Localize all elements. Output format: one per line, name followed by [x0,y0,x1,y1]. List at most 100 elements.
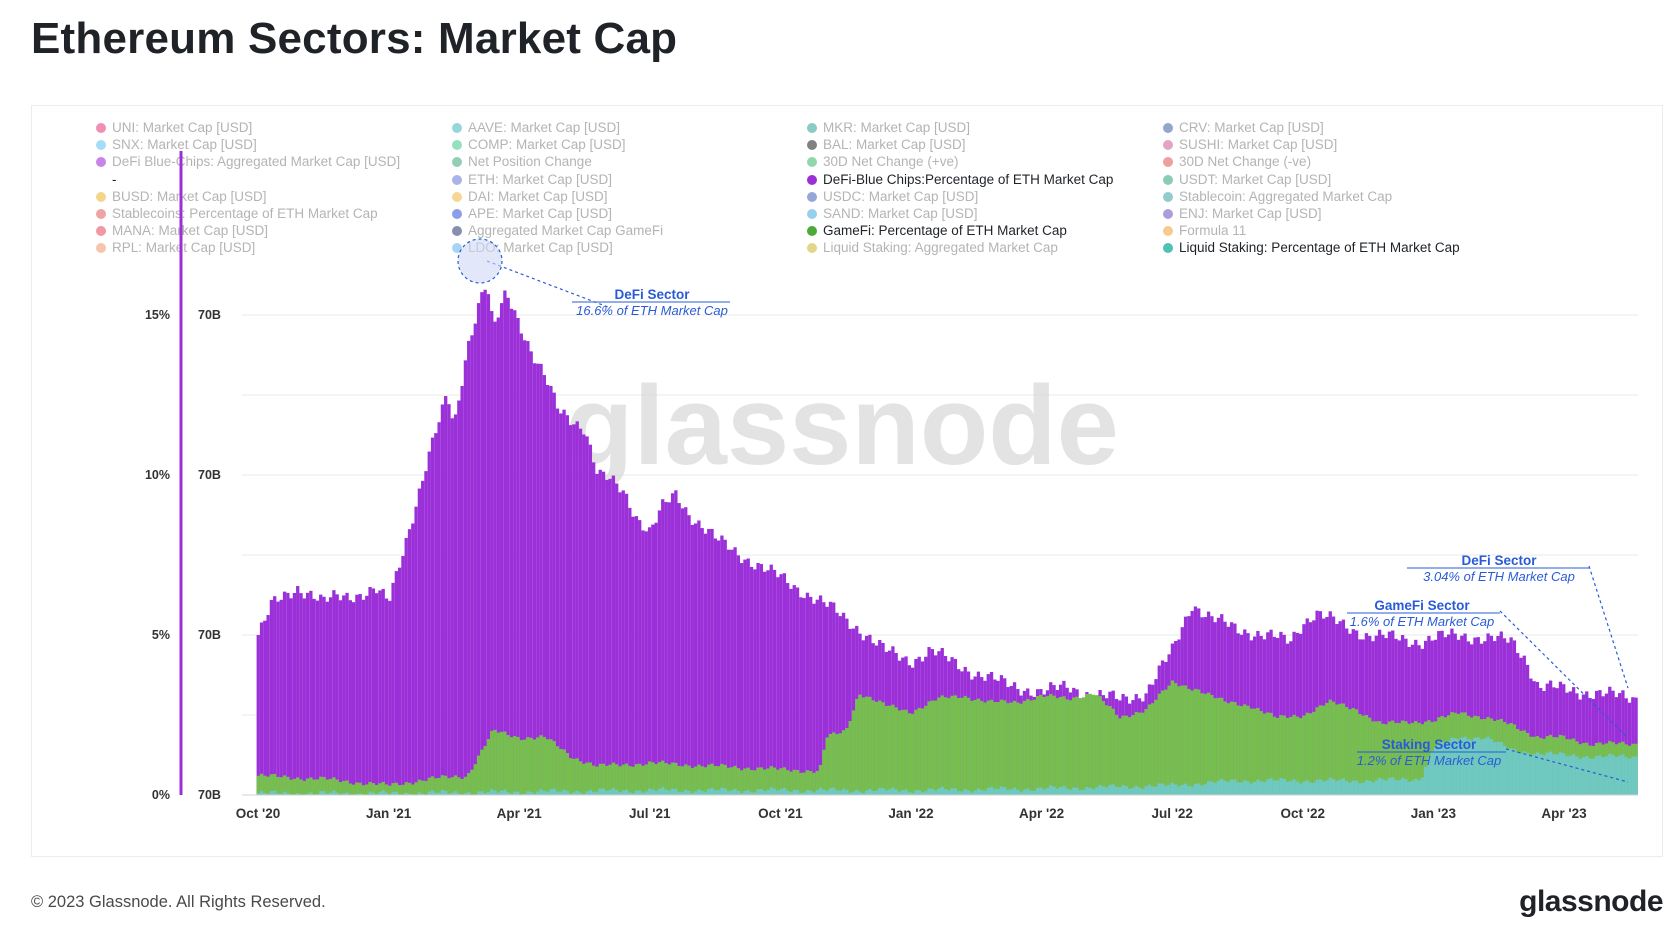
bar [901,709,905,795]
bar [657,762,662,795]
bar [1588,758,1592,795]
bar [1259,781,1263,795]
legend-item[interactable]: Formula 11 [1163,223,1246,239]
bar [434,778,438,795]
legend-item[interactable]: SNX: Market Cap [USD] [96,137,257,153]
legend-item[interactable]: BAL: Market Cap [USD] [807,137,966,153]
legend-item[interactable]: Stablecoin: Aggregated Market Cap [1163,189,1392,205]
legend-item[interactable]: 30D Net Change (-ve) [1163,154,1311,170]
bar [1328,777,1332,795]
bar [1312,782,1316,795]
bar [1239,782,1244,795]
bar [1003,700,1007,795]
bar [1493,641,1497,795]
legend-item[interactable]: ETH: Market Cap [USD] [452,172,612,188]
legend-item[interactable]: DeFi Blue-Chips: Aggregated Market Cap [… [96,154,400,170]
bar [621,764,625,795]
bar [805,770,810,795]
bar [381,588,385,795]
bar [858,791,862,795]
y-tick-label-right: 70B [198,308,221,322]
legend-item[interactable]: MANA: Market Cap [USD] [96,223,268,239]
bar [434,433,438,795]
bar [1226,781,1230,795]
bar [460,778,464,795]
legend-item[interactable]: COMP: Market Cap [USD] [452,137,626,153]
legend-item[interactable]: Aggregated Market Cap GameFi [452,223,663,239]
bar [1197,689,1201,795]
bar [1575,756,1579,795]
legend-item[interactable]: Liquid Staking: Percentage of ETH Market… [1163,240,1460,256]
legend-item[interactable]: Stablecoins: Percentage of ETH Market Ca… [96,206,378,222]
bar [776,790,780,795]
bar [690,768,694,795]
bar [276,776,280,795]
bar [309,777,313,795]
bar [450,418,454,795]
legend-item[interactable]: UNI: Market Cap [USD] [96,120,252,136]
bar [996,702,1000,795]
legend-item[interactable]: ENJ: Market Cap [USD] [1163,206,1322,222]
bar [1022,700,1027,795]
bar [644,791,648,795]
legend-item[interactable]: RPL: Market Cap [USD] [96,240,255,256]
legend-item[interactable]: GameFi: Percentage of ETH Market Cap [807,223,1067,239]
bar [1483,641,1487,795]
bar [1095,695,1099,795]
bar [802,792,806,795]
bar [549,789,553,795]
legend-item[interactable]: DeFi-Blue Chips:Percentage of ETH Market… [807,172,1113,188]
bar [559,791,563,795]
bar [598,788,602,795]
legend-item[interactable]: 30D Net Change (+ve) [807,154,958,170]
bar [578,792,583,795]
legend-item[interactable]: USDT: Market Cap [USD] [1163,172,1331,188]
legend-item[interactable]: APE: Market Cap [USD] [452,206,612,222]
bar [1476,737,1480,795]
legend-item[interactable]: DAI: Market Cap [USD] [452,189,608,205]
bar [828,788,833,795]
bar [296,586,300,795]
bar [1539,754,1543,795]
page-title: Ethereum Sectors: Market Cap [31,14,678,63]
legend-item[interactable]: - [112,172,117,188]
legend-item[interactable]: LDO: Market Cap [USD] [452,240,613,256]
legend-item[interactable]: SUSHI: Market Cap [USD] [1163,137,1337,153]
bar [503,789,507,795]
bar [667,502,671,795]
bar [1397,722,1401,795]
bar [1124,786,1129,795]
bar [1289,716,1293,795]
legend-item[interactable]: USDC: Market Cap [USD] [807,189,978,205]
bar [1417,780,1421,795]
bar [355,793,359,795]
legend-item[interactable]: MKR: Market Cap [USD] [807,120,970,136]
bar [1591,758,1595,795]
bar [782,767,787,795]
bar [588,444,593,795]
legend-item[interactable]: BUSD: Market Cap [USD] [96,189,267,205]
bar [542,790,546,795]
bar [647,788,652,795]
bar [684,764,688,795]
bar [841,612,846,795]
bar [305,778,310,795]
bar [568,793,573,795]
legend-item[interactable]: Net Position Change [452,154,592,170]
legend-item[interactable]: AAVE: Market Cap [USD] [452,120,620,136]
bar [388,793,392,795]
bar [1141,712,1145,795]
bar [805,592,810,795]
legend-item[interactable]: Liquid Staking: Aggregated Market Cap [807,240,1058,256]
bar [1075,696,1079,795]
bar [736,790,741,795]
bar [1496,742,1500,795]
legend-item[interactable]: SAND: Market Cap [USD] [807,206,978,222]
bar [697,520,701,795]
x-tick-label: Jul '21 [629,806,671,821]
bar [716,790,721,795]
legend-item[interactable]: CRV: Market Cap [USD] [1163,120,1324,136]
bar [299,779,303,795]
legend-color-dot [807,123,817,133]
bar [930,788,935,795]
